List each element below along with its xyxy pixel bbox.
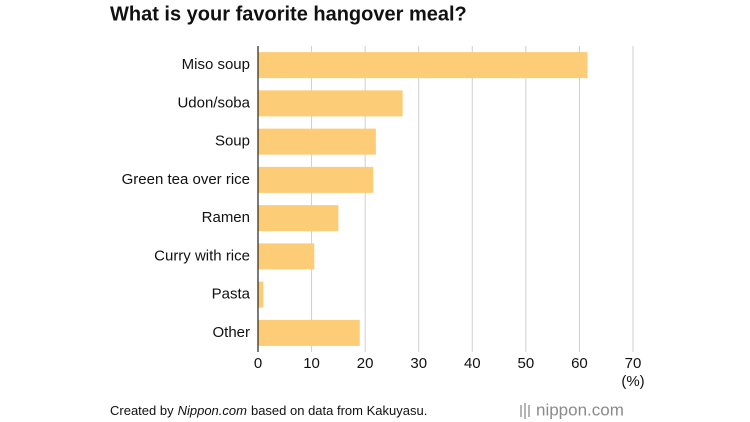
chart-title: What is your favorite hangover meal? [110,3,467,25]
x-axis-unit: (%) [621,373,644,390]
y-tick-label: Curry with rice [154,247,250,264]
bar [258,205,339,232]
source-suffix: based on data from Kakuyasu. [251,403,427,418]
y-tick-label: Udon/soba [177,94,250,111]
x-tick-label: 40 [464,355,481,372]
bar [258,128,376,155]
source-note: Created by Nippon.com based on data from K… [110,403,427,418]
source-site: Nippon.com [178,403,248,418]
bar [258,281,264,308]
y-tick-label: Miso soup [182,56,250,73]
y-tick-label: Green tea over rice [122,171,250,188]
source-prefix: Created by [110,403,174,418]
y-tick-label: Ramen [202,209,250,226]
bar [258,52,588,79]
logo-icon [520,403,530,419]
x-tick-label: 60 [571,355,588,372]
y-tick-label: Pasta [212,286,251,303]
logo: nippon.com [536,400,624,419]
x-tick-label: 0 [254,355,262,372]
y-tick-label: Other [212,324,250,341]
bar [258,243,315,270]
bar [258,319,360,346]
x-tick-label: 10 [303,355,320,372]
y-tick-label: Soup [215,133,250,150]
x-tick-label: 20 [357,355,374,372]
x-tick-label: 50 [518,355,535,372]
x-tick-label: 70 [625,355,642,372]
x-tick-label: 30 [410,355,427,372]
bar [258,90,403,117]
bar [258,166,374,193]
